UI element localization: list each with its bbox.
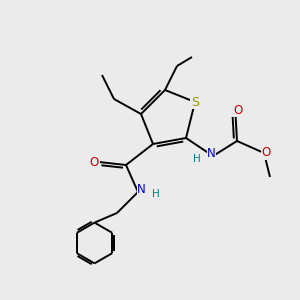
Text: H: H (152, 189, 159, 200)
Text: O: O (262, 146, 271, 160)
Text: N: N (207, 147, 216, 161)
Text: O: O (234, 104, 243, 117)
Text: S: S (191, 95, 199, 109)
Text: H: H (193, 154, 200, 164)
Text: O: O (90, 155, 99, 169)
Text: N: N (137, 183, 146, 196)
